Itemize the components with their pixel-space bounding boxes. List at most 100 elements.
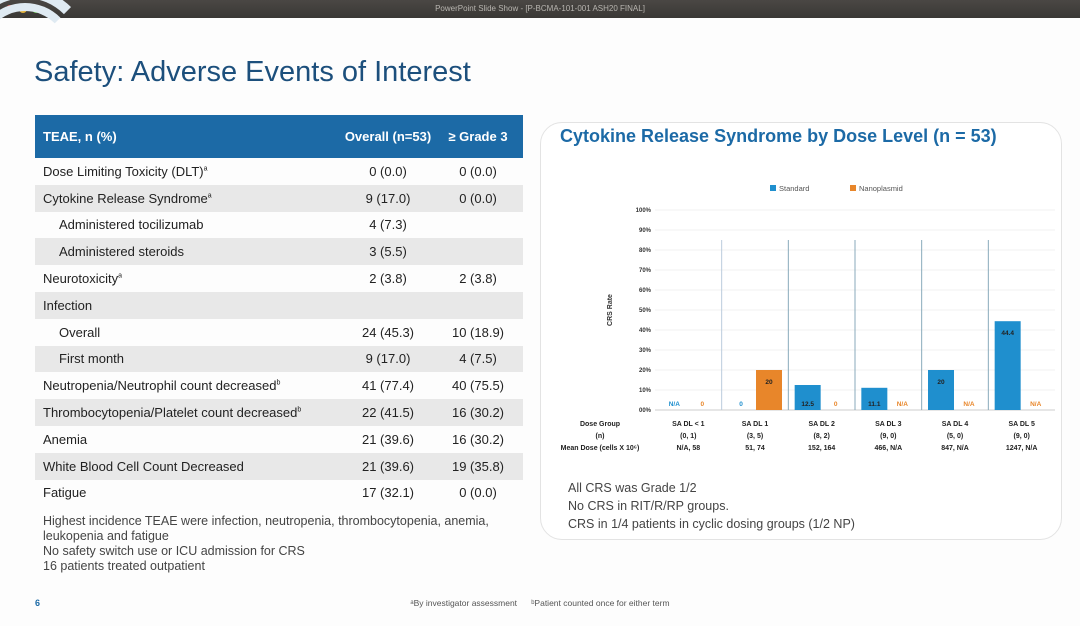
legend-label: Nanoplasmid xyxy=(859,184,903,193)
row-label: Neurotoxicitya xyxy=(35,265,343,292)
category-label: SA DL 3 xyxy=(875,421,902,428)
chart-notes: All CRS was Grade 1/2 No CRS in RIT/R/RP… xyxy=(568,479,855,533)
data-label: N/A xyxy=(1030,401,1042,408)
n-label: (8, 2) xyxy=(813,433,829,440)
row-header: Mean Dose (cells X 10⁶) xyxy=(561,445,640,452)
row-label-text: Dose Limiting Toxicity (DLT) xyxy=(43,163,204,179)
n-label: (9, 0) xyxy=(1013,433,1029,440)
row-label-text: Fatigue xyxy=(43,485,87,501)
y-tick-label: 80% xyxy=(639,248,652,254)
chart-note: CRS in 1/4 patients in cyclic dosing gro… xyxy=(568,517,855,531)
footnote: ᵃBy investigator assessment xyxy=(410,598,518,608)
table-row: Dose Limiting Toxicity (DLT)a 0 (0.0) 0 (0… xyxy=(35,158,523,185)
row-header: (n) xyxy=(596,433,605,440)
y-tick-label: 70% xyxy=(639,268,652,274)
footnotes: ᵃBy investigator assessment ᵇPatient cou… xyxy=(0,598,1080,608)
y-tick-label: 30% xyxy=(639,348,652,354)
bar-standard xyxy=(861,387,888,410)
footnote-marker: a xyxy=(203,165,208,173)
row-label: Fatigue xyxy=(35,480,343,507)
logo-swirl xyxy=(0,3,75,103)
mean-dose-label: 152, 164 xyxy=(808,445,835,452)
overall-value: 0 (0.0) xyxy=(369,163,407,179)
legend-swatch xyxy=(770,185,776,191)
row-label: Dose Limiting Toxicity (DLT)a xyxy=(35,158,343,185)
row-label-text: Anemia xyxy=(43,431,88,447)
row-label-text: First month xyxy=(59,351,125,367)
bar-standard xyxy=(928,370,954,410)
row-label: Infection xyxy=(35,291,343,319)
overall-value: 9 (17.0) xyxy=(343,184,433,212)
row-label-text: Infection xyxy=(43,297,93,313)
bar-standard xyxy=(794,385,821,410)
row-label-text: Overall xyxy=(59,324,101,340)
data-label: N/A xyxy=(669,401,681,408)
row-label: Neutropenia/Neutrophil count decreasedb xyxy=(35,372,343,399)
overall-value: 17 (32.1) xyxy=(361,485,415,501)
teae-table: TEAE, n (%) Overall (n=53) ≥ Grade 3 Dos… xyxy=(35,115,523,506)
y-tick-label: 10% xyxy=(639,388,652,394)
note: Highest incidence TEAE were infection, n… xyxy=(43,514,489,543)
n-label: (0, 1) xyxy=(680,433,696,440)
footnote-marker: a xyxy=(118,272,123,280)
row-header: Dose Group xyxy=(580,421,620,428)
grade3-value: 0 (0.0) xyxy=(459,163,497,179)
footnote-marker: b xyxy=(276,379,281,387)
row-label: Anemia xyxy=(35,426,343,453)
grade3-value: 19 (35.8) xyxy=(433,452,523,480)
row-label: Administered tocilizumab xyxy=(35,212,343,239)
table-row: Administered steroids 3 (5.5) xyxy=(35,238,523,266)
y-tick-label: 100% xyxy=(636,208,652,214)
note: 16 patients treated outpatient xyxy=(43,559,205,573)
overall-value: 22 (41.5) xyxy=(343,399,433,426)
grade3-value: 16 (30.2) xyxy=(451,431,505,447)
table-row: Overall 24 (45.3) 10 (18.9) xyxy=(35,319,523,346)
mean-dose-label: 1247, N/A xyxy=(1006,445,1038,452)
data-label: N/A xyxy=(963,401,975,408)
row-label: Administered steroids xyxy=(35,238,343,266)
table-row: Infection xyxy=(35,291,523,319)
note: No safety switch use or ICU admission fo… xyxy=(43,544,305,558)
chart-title: Cytokine Release Syndrome by Dose Level … xyxy=(560,126,997,146)
data-label: 20 xyxy=(937,379,945,386)
bar-nanoplasmid xyxy=(756,370,782,410)
legend-swatch xyxy=(850,185,856,191)
table-row: Neutropenia/Neutrophil count decreasedb 4… xyxy=(35,372,523,399)
data-label: 11.1 xyxy=(868,401,881,408)
row-label-text: Administered tocilizumab xyxy=(59,217,204,233)
overall-value: 21 (39.6) xyxy=(361,431,415,447)
data-label: 0 xyxy=(701,401,705,408)
chart-note: No CRS in RIT/R/RP groups. xyxy=(568,499,729,513)
grade3-value: 40 (75.5) xyxy=(451,378,505,394)
overall-value: 24 (45.3) xyxy=(361,324,415,340)
mean-dose-label: 466, N/A xyxy=(875,445,903,452)
mean-dose-label: N/A, 58 xyxy=(676,445,700,452)
y-tick-label: 40% xyxy=(639,328,652,334)
table-row: White Blood Cell Count Decreased 21 (39.6… xyxy=(35,452,523,480)
category-label: SA DL 5 xyxy=(1008,421,1035,428)
bar-standard xyxy=(994,321,1021,410)
data-label: 44.4 xyxy=(1001,330,1014,337)
overall-value xyxy=(343,291,433,319)
y-tick-label: 00% xyxy=(639,408,652,414)
table-row: Cytokine Release Syndromea 9 (17.0) 0 (0.0… xyxy=(35,184,523,212)
page-number: 6 xyxy=(35,598,41,608)
slide-title: Safety: Adverse Events of Interest xyxy=(34,56,471,88)
table-row: Neurotoxicitya 2 (3.8) 2 (3.8) xyxy=(35,265,523,292)
notes: Highest incidence TEAE were infection, n… xyxy=(43,514,523,574)
grade3-value: 0 (0.0) xyxy=(433,184,523,212)
table-row: Anemia 21 (39.6) 16 (30.2) xyxy=(35,426,523,453)
overall-value: 9 (17.0) xyxy=(343,345,433,373)
grade3-value: 4 (7.5) xyxy=(433,345,523,373)
category-label: SA DL < 1 xyxy=(672,421,705,428)
table-row: Administered tocilizumab 4 (7.3) xyxy=(35,212,523,239)
overall-value: 21 (39.6) xyxy=(343,452,433,480)
row-label-text: Thrombocytopenia/Platelet count decrease… xyxy=(43,405,298,421)
row-label-text: Administered steroids xyxy=(59,244,184,260)
y-tick-label: 20% xyxy=(639,368,652,374)
table-row: First month 9 (17.0) 4 (7.5) xyxy=(35,345,523,373)
data-label: N/A xyxy=(897,401,909,408)
footnote-marker: a xyxy=(207,192,212,200)
row-label: Cytokine Release Syndromea xyxy=(35,184,343,212)
